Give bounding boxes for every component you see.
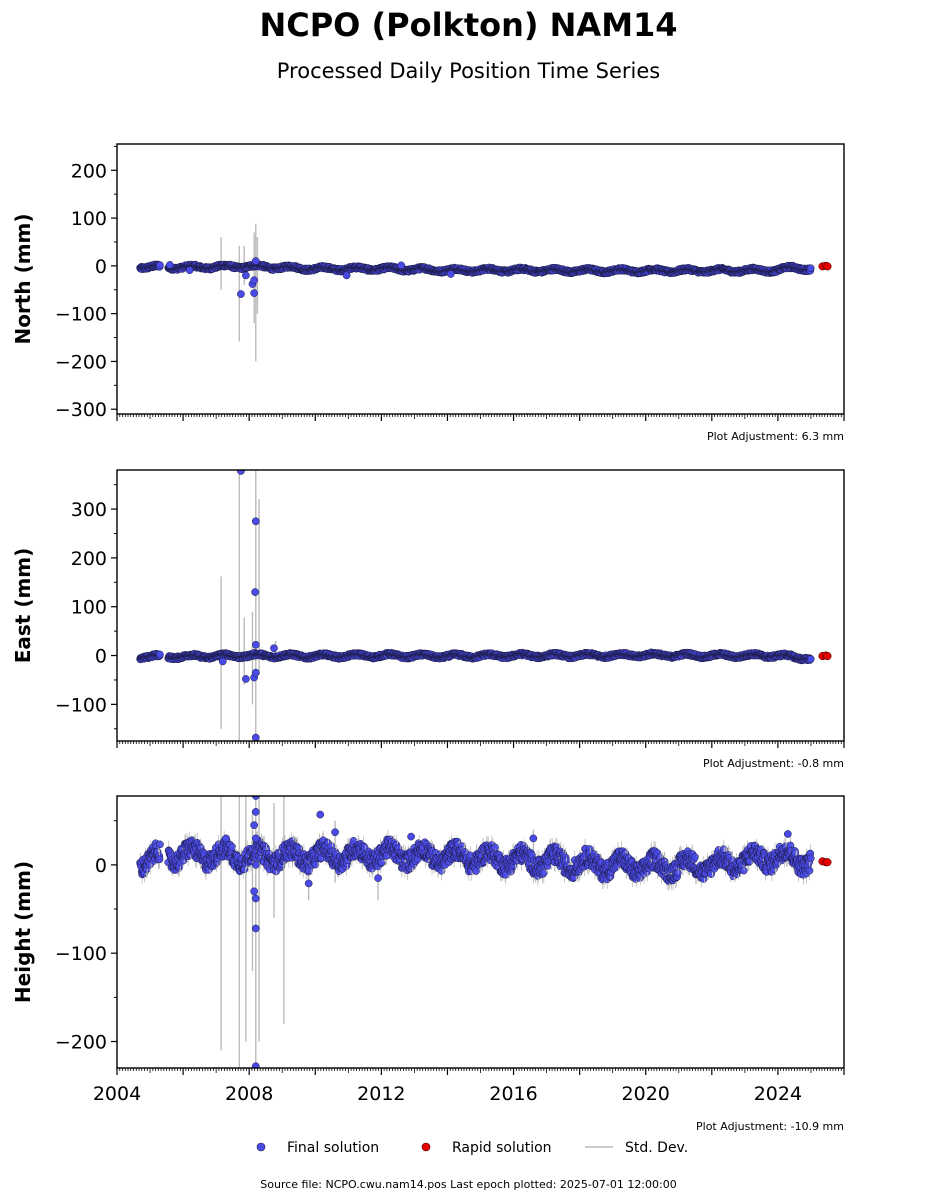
- final-solution-point: [251, 289, 258, 296]
- plot-adjustment-note: Plot Adjustment: 6.3 mm: [707, 430, 844, 443]
- final-solution-point: [242, 272, 249, 279]
- y-tick-label: −100: [55, 304, 107, 326]
- final-solution-point: [219, 658, 226, 665]
- final-solution-point: [252, 734, 259, 741]
- final-solution-point: [242, 675, 249, 682]
- final-solution-point: [156, 856, 163, 863]
- final-solution-point: [252, 641, 259, 648]
- final-solution-series: [137, 649, 815, 664]
- final-solution-point: [166, 261, 173, 268]
- plot-frame: [117, 470, 844, 741]
- y-axis-label: East (mm): [11, 548, 35, 664]
- rapid-solution-point: [824, 652, 832, 660]
- final-solution-point: [156, 841, 163, 848]
- y-axis: 300 200 100 0 −100: [55, 485, 117, 729]
- final-solution-point: [343, 272, 350, 279]
- y-tick-label: 300: [71, 499, 107, 521]
- final-solution-point: [252, 669, 259, 676]
- chart-title: NCPO (Polkton) NAM14: [259, 6, 677, 44]
- plot-area: [137, 467, 832, 741]
- final-solution-point: [807, 656, 814, 663]
- final-solution-point: [156, 651, 163, 658]
- final-solution-series: [137, 830, 815, 891]
- chart-subtitle: Processed Daily Position Time Series: [277, 59, 661, 83]
- y-tick-label: 0: [95, 256, 107, 278]
- plot-frame: [117, 144, 844, 414]
- final-solution-point: [447, 270, 454, 277]
- final-solution-point: [270, 645, 277, 652]
- y-tick-label: 100: [71, 208, 107, 230]
- final-solution-point: [237, 290, 244, 297]
- final-solution-point: [398, 262, 405, 269]
- final-solution-point: [156, 262, 163, 269]
- y-tick-label: −100: [55, 694, 107, 716]
- rapid-solution-point: [824, 263, 832, 271]
- y-tick-label: 100: [71, 597, 107, 619]
- plot-adjustment-note: Plot Adjustment: -0.8 mm: [703, 757, 844, 770]
- north-panel: 200 100 0 −100 −200 −300 North (mm) Plot Adjust…: [11, 144, 844, 443]
- final-solution-point: [252, 257, 259, 264]
- east-panel: 300 200 100 0 −100 East (mm) Plot Adjustment: …: [11, 467, 844, 770]
- final-solution-point: [229, 843, 236, 850]
- y-tick-label: 0: [95, 646, 107, 668]
- y-axis: 200 100 0 −100 −200 −300: [55, 146, 117, 421]
- final-solution-point: [807, 265, 814, 272]
- plot-area: [137, 792, 832, 1069]
- final-solution-point: [252, 588, 259, 595]
- y-tick-label: −200: [55, 351, 107, 373]
- x-axis: [117, 741, 844, 748]
- final-solution-point: [251, 277, 258, 284]
- y-tick-label: 200: [71, 160, 107, 182]
- final-solution-point: [186, 267, 193, 274]
- final-solution-point: [252, 518, 259, 525]
- final-solution-point: [237, 467, 244, 474]
- y-axis-label: North (mm): [11, 213, 35, 344]
- y-tick-label: −300: [55, 399, 107, 421]
- final-solution-series: [137, 260, 815, 277]
- x-axis: [117, 414, 844, 421]
- plot-area: [137, 224, 832, 362]
- y-tick-label: 200: [71, 548, 107, 570]
